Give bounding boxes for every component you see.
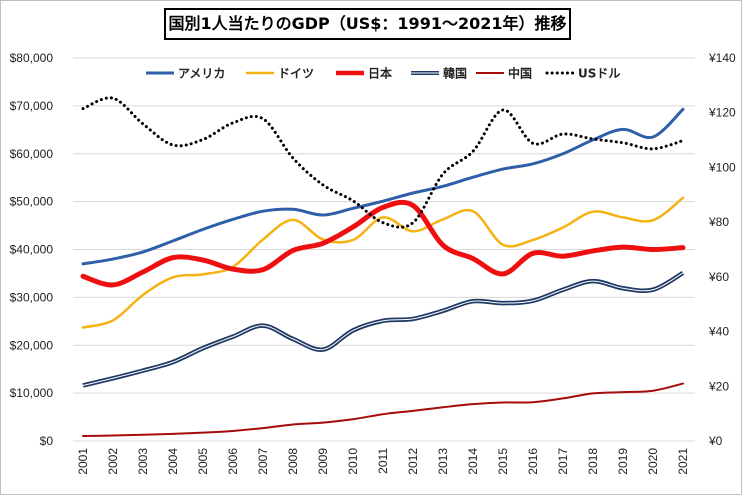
x-axis: 2001 2002 2003 2004 2005 2006 2007 2008 2009 2010…: [76, 448, 690, 475]
series-中国: [82, 382, 684, 437]
x-tick-label: 2017: [556, 448, 570, 475]
x-tick-label: 2011: [376, 448, 390, 474]
legend-item-USドル: USドル: [545, 67, 620, 81]
legend-item-韓国: 韓国: [411, 66, 467, 81]
left-tick-label: $80,000: [10, 51, 54, 65]
legend-item-日本: 日本: [336, 66, 392, 81]
series-USドル: [81, 96, 685, 229]
x-tick-label: 2010: [346, 448, 360, 475]
series-ドイツ: [81, 196, 685, 329]
x-tick-label: 2005: [196, 448, 210, 475]
legend: アメリカ ドイツ 日本 韓国 中国 USドル: [146, 66, 620, 81]
series-line: [80, 199, 686, 288]
x-tick-label: 2014: [466, 448, 480, 475]
left-tick-label: $40,000: [10, 243, 54, 257]
legend-label: 中国: [508, 66, 532, 81]
right-axis: ¥0 ¥20 ¥40 ¥60 ¥80 ¥100 ¥120 ¥140: [708, 51, 736, 448]
x-tick-label: 2020: [646, 448, 660, 475]
series-line: [81, 196, 685, 329]
series-韓国: [82, 270, 685, 388]
x-tick-label: 2001: [76, 448, 90, 475]
chart-title: 国別1人当たりのGDP（US$：1991〜2021年）推移: [164, 8, 571, 40]
right-tick-label: ¥60: [708, 270, 729, 284]
legend-label: 韓国: [443, 66, 467, 81]
x-tick-label: 2016: [526, 448, 540, 475]
right-tick-label: ¥40: [708, 325, 729, 339]
x-tick-label: 2019: [616, 448, 630, 475]
x-tick-label: 2009: [316, 448, 330, 475]
x-tick-label: 2006: [226, 448, 240, 475]
x-tick-label: 2015: [496, 448, 510, 475]
series-アメリカ: [81, 107, 685, 266]
x-tick-label: 2021: [676, 448, 690, 475]
x-tick-label: 2013: [436, 448, 450, 475]
left-tick-label: $10,000: [10, 386, 54, 400]
left-tick-label: $70,000: [10, 99, 54, 113]
left-tick-label: $30,000: [10, 290, 54, 304]
x-tick-label: 2004: [166, 448, 180, 475]
left-tick-label: $0: [40, 434, 54, 448]
series-line: [82, 382, 684, 437]
right-tick-label: ¥80: [708, 215, 729, 229]
right-tick-label: ¥0: [708, 434, 723, 448]
right-tick-label: ¥120: [708, 106, 736, 120]
left-tick-label: $60,000: [10, 147, 54, 161]
x-tick-label: 2007: [256, 448, 270, 475]
x-tick-label: 2008: [286, 448, 300, 475]
series-layer: [80, 96, 686, 437]
series-line: [81, 107, 685, 266]
legend-label: アメリカ: [178, 67, 225, 81]
x-tick-label: 2003: [136, 448, 150, 475]
legend-item-ドイツ: ドイツ: [246, 67, 314, 81]
left-tick-label: $20,000: [10, 338, 54, 352]
right-tick-label: ¥140: [708, 51, 736, 65]
series-日本: [80, 199, 686, 288]
legend-label: ドイツ: [278, 67, 314, 81]
series-line-outer: [82, 270, 685, 388]
left-tick-label: $50,000: [10, 195, 54, 209]
legend-label: USドル: [578, 67, 620, 81]
legend-label: 日本: [368, 66, 392, 81]
series-line: [81, 96, 685, 229]
right-tick-label: ¥100: [708, 160, 736, 174]
series-line-inner: [82, 272, 684, 386]
left-axis: $0 $10,000 $20,000 $30,000 $40,000 $50,000 $60…: [10, 51, 54, 448]
right-tick-label: ¥20: [708, 379, 729, 393]
legend-item-アメリカ: アメリカ: [146, 67, 225, 81]
x-tick-label: 2012: [406, 448, 420, 475]
legend-item-中国: 中国: [476, 66, 532, 81]
x-tick-label: 2018: [586, 448, 600, 475]
x-tick-label: 2002: [106, 448, 120, 475]
